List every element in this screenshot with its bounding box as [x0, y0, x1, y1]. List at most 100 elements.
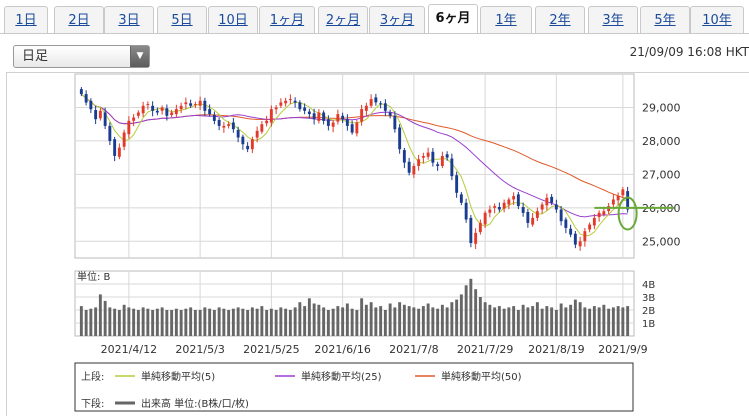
volume-bar	[231, 308, 235, 336]
volume-bar	[360, 298, 364, 336]
volume-bar	[255, 308, 259, 336]
candle-body	[597, 212, 601, 217]
volume-bar	[98, 294, 102, 336]
volume-bar	[174, 308, 178, 336]
date-tick-label: 2021/4/12	[101, 343, 157, 356]
volume-unit-label: 単位: B	[77, 270, 111, 283]
volume-bar	[89, 308, 93, 336]
candle-body	[222, 125, 226, 128]
candle-body	[113, 139, 117, 156]
candle-body	[136, 112, 140, 116]
tab-3[interactable]: 5日	[157, 6, 207, 34]
candle-body	[236, 130, 240, 138]
date-tick-label: 2021/6/16	[314, 343, 370, 356]
candle-body	[626, 191, 630, 210]
legend-entry: 単純移動平均(25)	[301, 370, 382, 383]
volume-bar	[113, 308, 117, 336]
volume-bar	[440, 304, 444, 336]
volume-bar	[293, 307, 297, 336]
candle-body	[388, 112, 392, 116]
candle-body	[312, 113, 316, 120]
volume-bar	[288, 310, 292, 336]
candle-body	[531, 217, 535, 225]
candle-body	[208, 109, 212, 115]
candle-body	[231, 122, 235, 130]
volume-bar	[331, 308, 335, 336]
candle-body	[165, 108, 169, 116]
volume-bar	[170, 310, 174, 336]
candle-body	[421, 156, 425, 158]
tab-13[interactable]: 10年	[690, 6, 744, 34]
tab-6[interactable]: 2ヶ月	[318, 6, 368, 34]
candle-body	[146, 104, 150, 106]
candle-body	[559, 209, 563, 222]
volume-bar	[227, 310, 231, 336]
candle-body	[402, 150, 406, 163]
candle-body	[255, 130, 259, 138]
volume-bar	[108, 307, 112, 336]
volume-bar	[573, 299, 577, 336]
tab-5[interactable]: 1ヶ月	[259, 6, 315, 34]
volume-bar	[426, 303, 430, 336]
volume-bar	[179, 310, 183, 336]
candle-body	[355, 122, 359, 134]
candle-body	[616, 196, 620, 201]
tab-4[interactable]: 10日	[208, 6, 258, 34]
candle-body	[326, 119, 330, 126]
interval-dropdown[interactable]: 日足 ▼	[13, 45, 150, 68]
volume-bar	[478, 297, 482, 336]
candle-body	[502, 202, 506, 209]
volume-bar	[303, 306, 307, 336]
volume-bar	[322, 307, 326, 336]
volume-bar	[402, 304, 406, 336]
volume-bar	[607, 308, 611, 336]
volume-bar	[151, 310, 155, 336]
candle-body	[293, 100, 297, 103]
candle-body	[108, 125, 112, 141]
candle-body	[445, 154, 449, 158]
candle-body	[407, 161, 411, 173]
volume-bar	[602, 304, 606, 336]
volume-bar	[507, 307, 511, 336]
candle-body	[550, 196, 554, 203]
candle-body	[611, 199, 615, 205]
volume-bar	[512, 306, 516, 336]
candle-body	[288, 99, 292, 101]
triangle-down-icon[interactable]: ▼	[130, 46, 149, 67]
candle-body	[227, 124, 231, 126]
volume-bar	[222, 308, 226, 336]
candle-body	[592, 217, 596, 226]
date-tick-label: 2021/5/3	[175, 343, 224, 356]
chart-panel: 29,000 28,000 27,000 26,000 25,000 4B 3B 2B 1B 単位…	[6, 72, 749, 416]
volume-bar	[246, 310, 250, 336]
tab-0[interactable]: 1日	[4, 6, 48, 34]
legend-section-label: 上段:	[81, 370, 104, 383]
volume-bar	[554, 310, 558, 336]
volume-bar	[184, 308, 188, 336]
candle-body	[369, 99, 373, 106]
candle-body	[246, 145, 250, 150]
tab-2[interactable]: 3日	[104, 6, 154, 34]
volume-bar	[84, 310, 88, 336]
volume-bar	[421, 306, 425, 336]
tab-10[interactable]: 2年	[535, 6, 585, 34]
tab-8[interactable]: 6ヶ月	[428, 4, 478, 34]
volume-bar	[274, 310, 278, 336]
volume-bar	[127, 307, 131, 336]
candle-body	[455, 175, 459, 193]
volume-bar	[588, 308, 592, 336]
tab-12[interactable]: 5年	[640, 6, 690, 34]
volume-bar	[412, 307, 416, 336]
tab-1[interactable]: 2日	[54, 6, 104, 34]
candle-body	[483, 212, 487, 225]
tab-9[interactable]: 1年	[480, 6, 532, 34]
candle-body	[345, 119, 349, 126]
candle-body	[341, 115, 345, 120]
tab-11[interactable]: 3年	[588, 6, 638, 34]
tab-7[interactable]: 3ヶ月	[369, 6, 425, 34]
candle-body	[212, 115, 216, 121]
volume-bar	[212, 310, 216, 336]
candle-body	[469, 217, 473, 243]
volume-bar	[165, 310, 169, 336]
volume-bar	[592, 306, 596, 336]
